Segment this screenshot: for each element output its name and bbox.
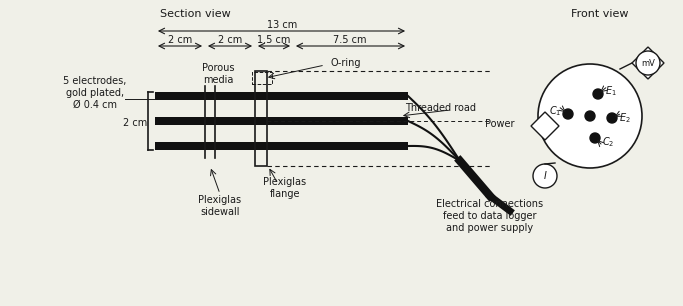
Bar [155, 117, 408, 125]
Polygon shape [632, 47, 664, 79]
Text: Plexiglas
sidewall: Plexiglas sidewall [199, 195, 242, 217]
Text: $E_2$: $E_2$ [619, 111, 630, 125]
Text: Porous
media: Porous media [201, 63, 234, 85]
Circle shape [538, 64, 642, 168]
Text: I: I [544, 171, 546, 181]
Circle shape [533, 164, 557, 188]
Text: 1.5 cm: 1.5 cm [257, 35, 291, 45]
Bar [255, 71, 267, 166]
Text: Section view: Section view [160, 9, 230, 19]
Text: $E_1$: $E_1$ [605, 84, 617, 98]
Text: 13 cm: 13 cm [267, 20, 297, 30]
Text: $C_2$: $C_2$ [602, 135, 614, 149]
Text: Plexiglas
flange: Plexiglas flange [264, 177, 307, 199]
Text: 7.5 cm: 7.5 cm [333, 35, 367, 45]
Circle shape [585, 111, 595, 121]
Circle shape [607, 113, 617, 123]
Text: $C_1$: $C_1$ [548, 104, 561, 118]
Text: Front view: Front view [571, 9, 629, 19]
Text: Threaded road: Threaded road [405, 103, 476, 113]
Text: O-ring: O-ring [330, 58, 361, 68]
Text: 5 electrodes,
gold plated,
Ø 0.4 cm: 5 electrodes, gold plated, Ø 0.4 cm [64, 76, 126, 110]
Circle shape [636, 51, 660, 75]
Text: 2 cm: 2 cm [168, 35, 192, 45]
Bar [155, 142, 408, 150]
Text: Power: Power [486, 119, 515, 129]
Circle shape [593, 89, 603, 99]
Text: 2 cm: 2 cm [218, 35, 242, 45]
Polygon shape [531, 112, 559, 140]
Text: 2 cm: 2 cm [123, 118, 147, 128]
Circle shape [563, 109, 573, 119]
Text: mV: mV [641, 58, 655, 68]
Text: Electrical connections
feed to data logger
and power supply: Electrical connections feed to data logg… [436, 200, 544, 233]
Circle shape [590, 133, 600, 143]
Bar [155, 92, 408, 100]
Bar [252, 72, 272, 84]
